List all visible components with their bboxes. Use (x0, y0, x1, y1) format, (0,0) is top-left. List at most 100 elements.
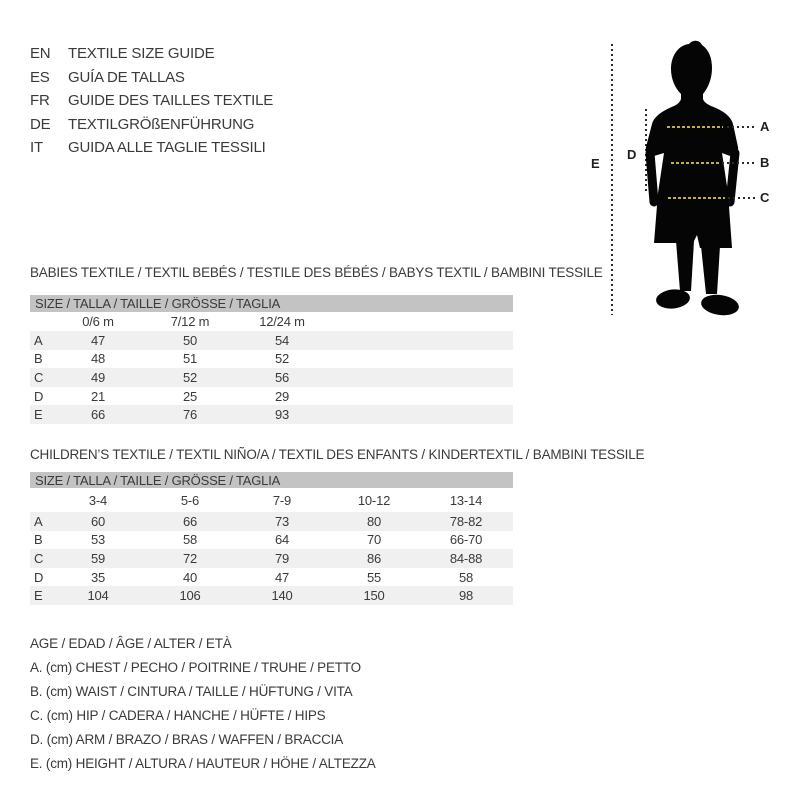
hip-leader-line (728, 197, 755, 199)
column-header: 5-6 (180, 492, 200, 508)
table-cell: 66 (90, 407, 106, 423)
row-label: A (34, 513, 43, 529)
table-cell: 86 (366, 550, 382, 566)
table-row: D 21 25 29 (30, 387, 513, 406)
table-cell: 60 (90, 513, 106, 529)
table-row: A 47 50 54 (30, 331, 513, 350)
table-cell: 70 (366, 532, 382, 548)
table-cell: 80 (366, 513, 382, 529)
table-cell: 21 (90, 388, 106, 404)
table-cell: 52 (274, 351, 290, 367)
child-silhouette (645, 40, 740, 316)
table-cell: 50 (182, 332, 198, 348)
column-header-row: 0/6 m 7/12 m 12/24 m (30, 312, 513, 331)
table-cell: 79 (274, 550, 290, 566)
column-header: 7/12 m (170, 314, 210, 329)
table-cell: 52 (182, 369, 198, 385)
table-cell: 140 (271, 588, 293, 604)
row-label: A (34, 332, 43, 348)
table-cell: 58 (458, 569, 474, 585)
column-header: 0/6 m (82, 314, 114, 329)
legend-line-chest: A. (cm) CHEST / PECHO / POITRINE / TRUHE… (30, 660, 361, 675)
guide-title-label: TEXTILGRÖßENFÜHRUNG (68, 115, 255, 133)
children-size-table: CHILDREN’S TEXTILE / TEXTIL NIÑO/A / TEX… (30, 447, 645, 605)
column-header: 12/24 m (259, 314, 305, 329)
table-row: C 59 72 79 86 84-88 (30, 549, 513, 568)
row-label: C (34, 550, 44, 566)
column-header: 7-9 (272, 492, 292, 508)
table-cell: 104 (87, 588, 109, 604)
table-cell: 106 (179, 588, 201, 604)
section-title: CHILDREN’S TEXTILE / TEXTIL NIÑO/A / TEX… (30, 447, 645, 462)
size-header-bar: SIZE / TALLA / TAILLE / GRÖSSE / TAGLIA (30, 472, 513, 488)
size-header-bar: SIZE / TALLA / TAILLE / GRÖSSE / TAGLIA (30, 295, 513, 312)
table-cell: 66-70 (449, 532, 483, 548)
legend-line-height: E. (cm) HEIGHT / ALTURA / HAUTEUR / HÖHE… (30, 756, 376, 771)
language-code: IT (30, 139, 43, 157)
table-cell: 93 (274, 407, 290, 423)
table-cell: 73 (274, 513, 290, 529)
legend-line-waist: B. (cm) WAIST / CINTURA / TAILLE / HÜFTU… (30, 684, 353, 699)
table-cell: 64 (274, 532, 290, 548)
chest-measure-line (667, 126, 723, 128)
row-label: B (34, 351, 43, 367)
language-code: DE (30, 115, 51, 133)
legend-line-arm: D. (cm) ARM / BRAZO / BRAS / WAFFEN / BR… (30, 732, 344, 747)
table-cell: 59 (90, 550, 106, 566)
table-cell: 53 (90, 532, 106, 548)
table-cell: 76 (182, 407, 198, 423)
language-code: EN (30, 45, 51, 63)
waist-leader-line (722, 162, 755, 164)
babies-size-table: BABIES TEXTILE / TEXTIL BEBÉS / TESTILE … (30, 266, 603, 424)
table-cell: 98 (458, 588, 474, 604)
row-label: C (34, 369, 44, 385)
height-label: E (591, 156, 600, 171)
language-code: ES (30, 68, 50, 86)
table-cell: 29 (274, 388, 290, 404)
column-header: 3-4 (88, 492, 108, 508)
table-cell: 47 (90, 332, 106, 348)
row-label: D (34, 569, 44, 585)
table-cell: 56 (274, 369, 290, 385)
list-item: EN TEXTILE SIZE GUIDE (30, 42, 273, 66)
column-header-row: 3-4 5-6 7-9 10-12 13-14 (30, 488, 513, 512)
table-cell: 35 (90, 569, 106, 585)
table-row: E 104 106 140 150 98 (30, 586, 513, 605)
height-measure-line (611, 44, 613, 315)
table-cell: 48 (90, 351, 106, 367)
table-cell: 51 (182, 351, 198, 367)
table-cell: 40 (182, 569, 198, 585)
table-cell: 54 (274, 332, 290, 348)
legend-line-age: AGE / EDAD / ÂGE / ALTER / ETÀ (30, 636, 232, 651)
section-title: BABIES TEXTILE / TEXTIL BEBÉS / TESTILE … (30, 265, 603, 280)
language-code: FR (30, 92, 50, 110)
chest-label: A (760, 119, 770, 134)
table-cell: 47 (274, 569, 290, 585)
measurement-legend: AGE / EDAD / ÂGE / ALTER / ETÀ A. (cm) C… (30, 632, 376, 776)
list-item: ES GUÍA DE TALLAS (30, 66, 273, 90)
guide-title-label: GUIDE DES TAILLES TEXTILE (68, 92, 274, 110)
table-cell: 84-88 (449, 550, 483, 566)
list-item: FR GUIDE DES TAILLES TEXTILE (30, 89, 273, 113)
table-cell: 49 (90, 369, 106, 385)
legend-line-hip: C. (cm) HIP / CADERA / HANCHE / HÜFTE / … (30, 708, 326, 723)
guide-title-label: GUIDA ALLE TAGLIE TESSILI (68, 139, 266, 157)
row-label: E (34, 588, 43, 604)
table-row: A 60 66 73 80 78-82 (30, 512, 513, 531)
language-guide-list: EN TEXTILE SIZE GUIDE ES GUÍA DE TALLAS … (30, 42, 273, 160)
column-header: 13-14 (449, 492, 483, 508)
guide-title-label: GUÍA DE TALLAS (68, 68, 185, 86)
waist-measure-line (671, 162, 719, 164)
arm-label: D (627, 147, 637, 162)
row-label: E (34, 407, 43, 423)
table-row: B 48 51 52 (30, 350, 513, 369)
table-cell: 58 (182, 532, 198, 548)
table-cell: 25 (182, 388, 198, 404)
table-cell: 66 (182, 513, 198, 529)
table-row: D 35 40 47 55 58 (30, 568, 513, 587)
table-row: E 66 76 93 (30, 405, 513, 424)
table-row: B 53 58 64 70 66-70 (30, 531, 513, 550)
waist-label: B (760, 155, 770, 170)
table-cell: 72 (182, 550, 198, 566)
hip-label: C (760, 190, 770, 205)
